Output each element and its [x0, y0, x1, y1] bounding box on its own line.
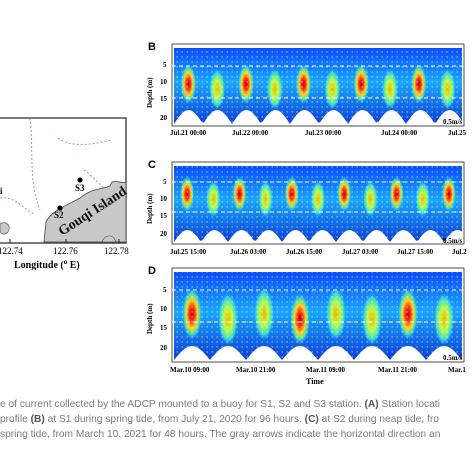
- panel-b-xticks: Jul.21 00:00 Jul.22 00:00 Jul.23 00:00 J…: [170, 129, 467, 137]
- panel-c: C Depth (m) 5 10 15 20 0.5m/s Jul.25 15:…: [146, 159, 467, 256]
- small-island: [0, 222, 10, 235]
- panel-d-ylabel: Depth (m): [146, 303, 154, 334]
- svg-text:15: 15: [160, 95, 168, 103]
- svg-text:20: 20: [160, 114, 168, 122]
- svg-text:20: 20: [160, 344, 168, 352]
- station-s2-label: S2: [54, 210, 64, 220]
- svg-text:5: 5: [163, 61, 167, 69]
- panel-c-letter: C: [148, 159, 156, 171]
- svg-text:Mar.10 09:00: Mar.10 09:00: [170, 366, 210, 374]
- svg-text:Jul.25 15:00: Jul.25 15:00: [170, 248, 207, 256]
- station-map: Gouqi Island S3 S2 i 122.74 122.76 122.7…: [0, 117, 130, 270]
- panel-d-xticks: Mar.10 09:00 Mar.10 21:00 Mar.11 09:00 M…: [170, 366, 466, 374]
- dotted-boundary: [0, 117, 125, 215]
- velocity-panels: B Depth (m) 5 10 15 20 0.5m/s Jul.21 00:…: [146, 41, 467, 386]
- lon-axis-title: Longitude (o E): [14, 258, 80, 270]
- svg-text:5: 5: [163, 286, 167, 294]
- svg-text:10: 10: [160, 78, 168, 86]
- lon-tick-1: 122.76: [53, 246, 78, 256]
- small-islet: [101, 235, 117, 243]
- svg-text:15: 15: [160, 324, 168, 332]
- panel-d-yticks: 5 10 15 20: [160, 286, 168, 352]
- caption-line-2: profile (B) at S1 during spring tide, fr…: [0, 414, 439, 425]
- svg-text:Jul.27 03:00: Jul.27 03:00: [342, 248, 379, 256]
- lon-tick-0: 122.74: [0, 246, 23, 256]
- svg-text:Jul.27 15:00: Jul.27 15:00: [397, 248, 434, 256]
- panel-d-xaxis-title: Time: [306, 377, 324, 386]
- svg-text:Jul.22 00:00: Jul.22 00:00: [232, 129, 269, 137]
- panel-b-scale: 0.5m/s: [443, 118, 463, 126]
- panel-d-letter: D: [148, 265, 156, 277]
- svg-text:5: 5: [163, 178, 167, 186]
- panel-c-yticks: 5 10 15 20: [160, 178, 168, 238]
- svg-text:Mar.10 21:00: Mar.10 21:00: [236, 366, 276, 374]
- svg-text:Jul.2: Jul.2: [452, 248, 467, 256]
- edge-fragment-label: i: [0, 186, 3, 196]
- caption-line-3: spring tide, from March 10, 2021 for 48 …: [0, 429, 441, 440]
- panel-b-letter: B: [148, 41, 156, 53]
- station-s3-marker: [77, 177, 83, 183]
- caption-line-1: e of current collected by the ADCP mount…: [0, 399, 440, 410]
- panel-b: B Depth (m) 5 10 15 20 0.5m/s Jul.21 00:…: [146, 41, 467, 137]
- svg-text:Mar.11 09:00: Mar.11 09:00: [306, 366, 346, 374]
- panel-c-scale: 0.5m/s: [443, 237, 463, 245]
- panel-d: D Depth (m) 5 10 15 20 0.5m/s Mar.10 09:…: [146, 265, 466, 386]
- svg-text:Jul.26 15:00: Jul.26 15:00: [286, 248, 323, 256]
- svg-text:Jul.24 00:00: Jul.24 00:00: [381, 129, 418, 137]
- figure-caption: e of current collected by the ADCP mount…: [0, 397, 474, 474]
- svg-text:15: 15: [160, 212, 168, 220]
- panel-c-xticks: Jul.25 15:00 Jul.26 03:00 Jul.26 15:00 J…: [170, 248, 467, 256]
- panel-d-scale: 0.5m/s: [443, 354, 463, 362]
- lon-tick-2: 122.78: [104, 246, 129, 256]
- svg-text:20: 20: [160, 230, 168, 238]
- svg-text:Jul.25: Jul.25: [448, 129, 467, 137]
- svg-text:Jul.23 00:00: Jul.23 00:00: [305, 129, 342, 137]
- panel-b-yticks: 5 10 15 20: [160, 61, 168, 122]
- panel-b-ylabel: Depth (m): [146, 77, 154, 108]
- station-s3-label: S3: [75, 183, 85, 193]
- station-s2-marker: [57, 205, 63, 211]
- svg-text:Mar.11 21:00: Mar.11 21:00: [378, 366, 418, 374]
- svg-text:10: 10: [160, 195, 168, 203]
- svg-text:Jul.21 00:00: Jul.21 00:00: [170, 129, 207, 137]
- svg-text:Mar.1: Mar.1: [448, 366, 466, 374]
- svg-text:Jul.26 03:00: Jul.26 03:00: [230, 248, 267, 256]
- panel-c-ylabel: Depth (m): [146, 193, 154, 224]
- svg-text:10: 10: [160, 305, 168, 313]
